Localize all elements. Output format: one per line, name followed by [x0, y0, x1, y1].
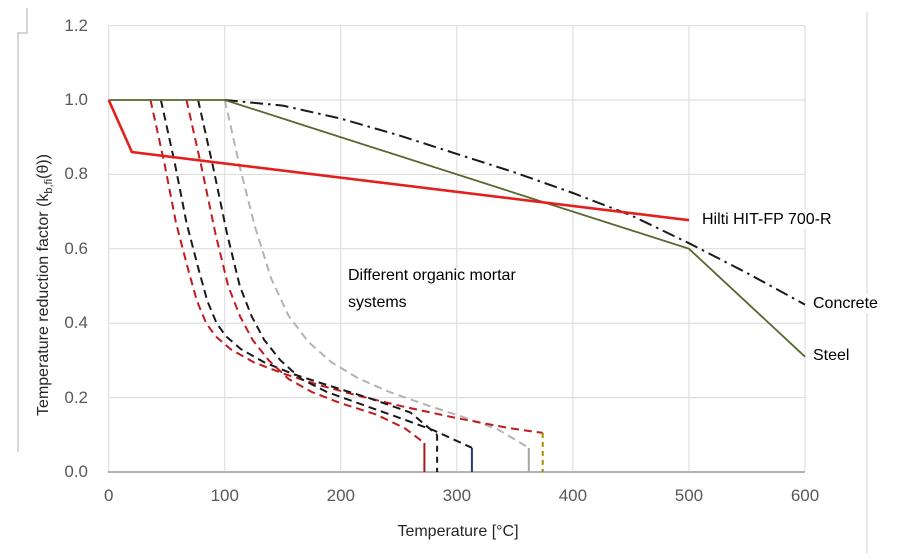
- y-tick-0.2: 0.2: [64, 387, 88, 407]
- x-tick-400: 400: [558, 486, 588, 505]
- x-tick-500: 500: [674, 486, 704, 505]
- y-axis-title-subscript: b,fi: [43, 178, 56, 194]
- series-organic-mortar-red-1: [149, 99, 543, 434]
- y-tick-1.0: 1.0: [64, 90, 88, 109]
- x-tick-600: 600: [790, 486, 820, 505]
- series-hilti-hit-fp-700-r: [107, 99, 690, 222]
- y-tick-0.0: 0.0: [64, 462, 88, 481]
- y-axis-title-suffix: (θ)): [34, 154, 52, 179]
- x-tick-0: 0: [103, 486, 114, 505]
- y-axis-title-text: Temperature reduction factor (k: [34, 193, 52, 416]
- data-series: [107, 99, 806, 472]
- y-tick-0.6: 0.6: [64, 238, 88, 258]
- y-axis-title: Temperature reduction factor (kb,fi(θ)): [35, 154, 55, 416]
- gridlines: [107, 25, 806, 473]
- series-organic-mortar-gray: [223, 99, 530, 449]
- x-tick-300: 300: [442, 486, 472, 505]
- y-tick-0.4: 0.4: [64, 313, 88, 333]
- series-steel: [108, 99, 806, 358]
- x-tick-200: 200: [326, 486, 355, 505]
- corner-bracket-artifact: [17, 8, 28, 452]
- organic-mortar-annotation: Different organic mortar systems: [348, 262, 516, 316]
- organic-mortar-annotation-line1: Different organic mortar: [348, 267, 516, 284]
- series-organic-mortar-black-1: [159, 99, 438, 436]
- y-tick-1.2: 1.2: [64, 15, 88, 35]
- hilti-series-label: Hilti HIT-FP 700-R: [700, 210, 834, 229]
- steel-series-label: Steel: [811, 346, 852, 365]
- concrete-series-label: Concrete: [811, 294, 880, 313]
- series-organic-mortar-red-2: [185, 99, 426, 444]
- x-axis-title: Temperature [°C]: [397, 523, 519, 540]
- series-organic-mortar-black-2: [197, 99, 473, 449]
- x-tick-100: 100: [210, 486, 239, 505]
- organic-mortar-annotation-line2: systems: [348, 294, 407, 311]
- y-tick-0.8: 0.8: [64, 164, 88, 184]
- series-concrete: [224, 99, 806, 306]
